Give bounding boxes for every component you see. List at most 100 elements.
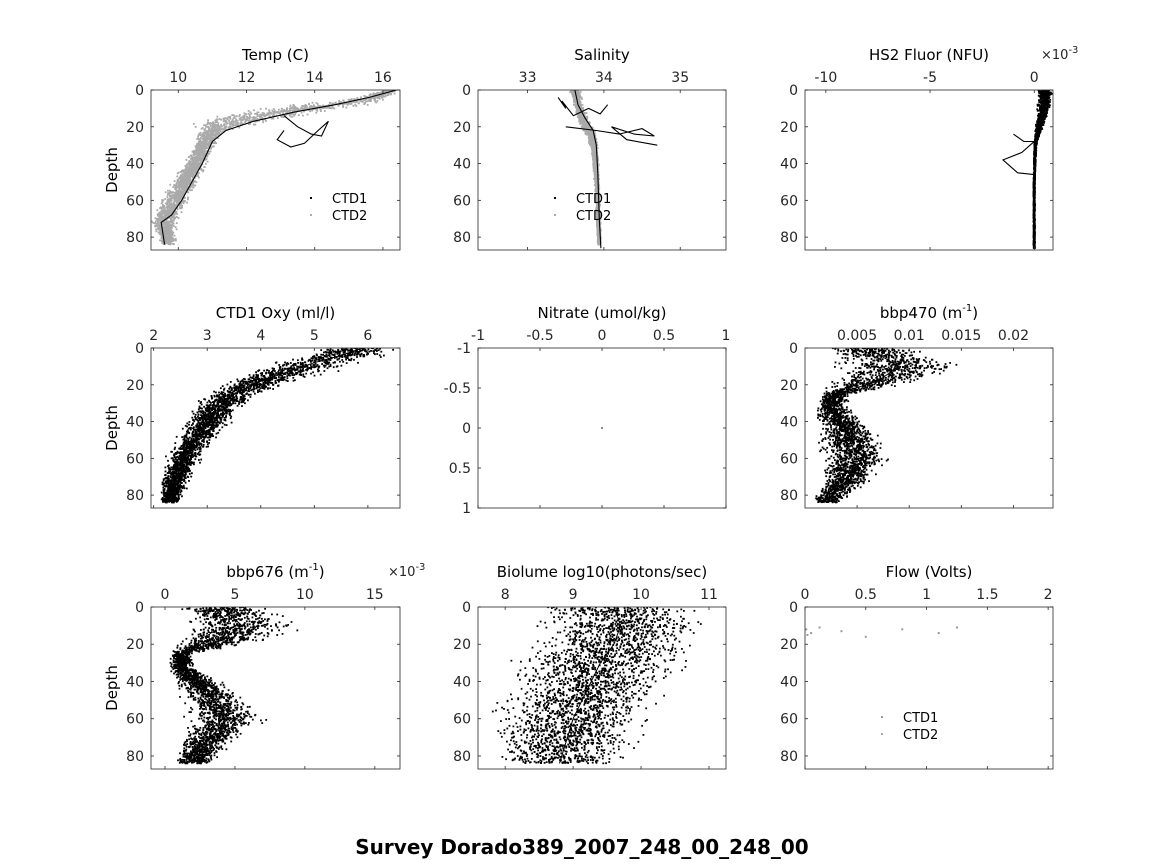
data-point: [231, 118, 234, 121]
data-point: [293, 113, 295, 116]
data-point: [289, 104, 292, 107]
data-point: [580, 122, 583, 125]
y-tick-label: 20: [126, 120, 144, 136]
data-point: [163, 215, 166, 217]
data-point: [346, 103, 349, 106]
data-point: [206, 160, 209, 163]
data-point: [337, 104, 340, 107]
data-point: [592, 157, 594, 160]
data-point: [371, 94, 374, 97]
data-point: [220, 118, 222, 121]
data-point: [156, 222, 159, 224]
data-point: [384, 90, 387, 92]
data-point: [180, 196, 182, 199]
data-point: [598, 187, 600, 190]
data-point: [282, 109, 285, 112]
data-point: [290, 107, 293, 110]
data-point: [210, 138, 213, 140]
data-point: [328, 101, 331, 104]
data-point: [161, 237, 164, 240]
data-point: [192, 150, 195, 152]
data-point: [180, 202, 183, 205]
data-point: [176, 201, 179, 204]
data-point: [590, 144, 593, 146]
data-point: [208, 122, 211, 125]
data-point: [583, 124, 585, 127]
data-point: [203, 149, 206, 152]
data-point: [582, 116, 585, 118]
data-point: [249, 115, 251, 118]
data-point: [190, 184, 193, 187]
data-point: [181, 190, 184, 193]
data-point: [578, 92, 581, 95]
data-point: [197, 172, 200, 174]
data-point: [162, 242, 164, 244]
data-point: [184, 183, 186, 186]
data-point: [214, 135, 216, 138]
data-point: [199, 134, 202, 136]
data-point: [211, 145, 214, 148]
data-point: [167, 211, 170, 214]
data-point: [175, 228, 178, 231]
data-point: [576, 108, 578, 111]
data-point: [301, 105, 304, 107]
data-point: [194, 184, 197, 187]
data-point: [589, 144, 592, 146]
data-point: [187, 186, 190, 188]
data-point: [584, 131, 587, 133]
data-point: [200, 169, 203, 172]
data-point: [249, 111, 252, 114]
data-point: [383, 95, 386, 98]
data-point: [158, 216, 161, 219]
data-point: [188, 166, 190, 169]
data-point: [345, 102, 348, 105]
data-point: [185, 180, 188, 183]
axes-box: [150, 89, 401, 251]
data-point: [261, 112, 264, 114]
data-point: [216, 129, 219, 132]
data-point: [196, 162, 199, 165]
data-point: [167, 215, 170, 218]
data-point: [591, 126, 594, 129]
data-point: [166, 220, 168, 223]
data-point: [170, 227, 172, 230]
data-point: [168, 231, 171, 233]
data-point: [181, 169, 183, 172]
data-point: [582, 126, 585, 129]
data-point: [350, 102, 353, 105]
data-point: [206, 152, 209, 155]
data-point: [177, 217, 180, 219]
data-point: [578, 98, 581, 100]
data-point: [189, 178, 192, 180]
data-point: [178, 194, 181, 197]
data-point: [153, 222, 156, 225]
data-point: [201, 142, 204, 145]
data-point: [180, 201, 183, 204]
data-point: [388, 92, 391, 95]
data-point: [592, 152, 594, 155]
data-point: [182, 176, 185, 178]
data-point: [273, 111, 276, 113]
data-point: [238, 114, 241, 116]
data-point: [201, 127, 204, 129]
data-point: [166, 196, 169, 198]
data-point: [243, 116, 246, 119]
data-point: [190, 173, 193, 175]
data-point: [172, 210, 174, 212]
data-point: [223, 130, 225, 133]
data-point: [174, 200, 176, 203]
data-point: [353, 101, 355, 104]
data-point: [181, 180, 184, 182]
data-point: [173, 191, 176, 194]
data-point: [240, 116, 242, 119]
data-point: [205, 144, 208, 147]
data-point: [172, 208, 174, 210]
data-point: [157, 220, 159, 223]
data-point: [314, 108, 317, 111]
data-point: [195, 175, 198, 178]
data-point: [201, 133, 203, 136]
data-point: [199, 155, 202, 158]
data-point: [173, 184, 176, 186]
data-point: [176, 208, 179, 211]
data-point: [254, 120, 257, 123]
